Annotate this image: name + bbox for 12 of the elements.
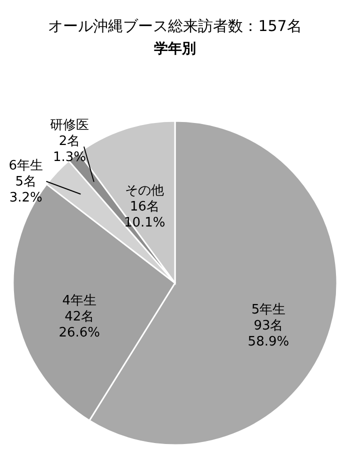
chart-title: オール沖縄ブース総来訪者数：157名 [48, 17, 302, 35]
chart-subtitle: 学年別 [154, 41, 196, 57]
slice-label: 研修医 [50, 118, 90, 133]
data-label: 16名 10.1% [124, 200, 166, 231]
slice-label: 4年生 [62, 293, 96, 308]
slice-label: 6年生 [8, 158, 43, 174]
slice-label: その他 [125, 184, 164, 199]
data-label: 93名 58.9% [248, 318, 290, 350]
slice-label: 5年生 [251, 302, 286, 318]
data-label: 5名 3.2% [9, 174, 42, 206]
data-label: 42名 26.6% [58, 309, 100, 340]
data-label: 2名 1.3% [53, 134, 86, 165]
